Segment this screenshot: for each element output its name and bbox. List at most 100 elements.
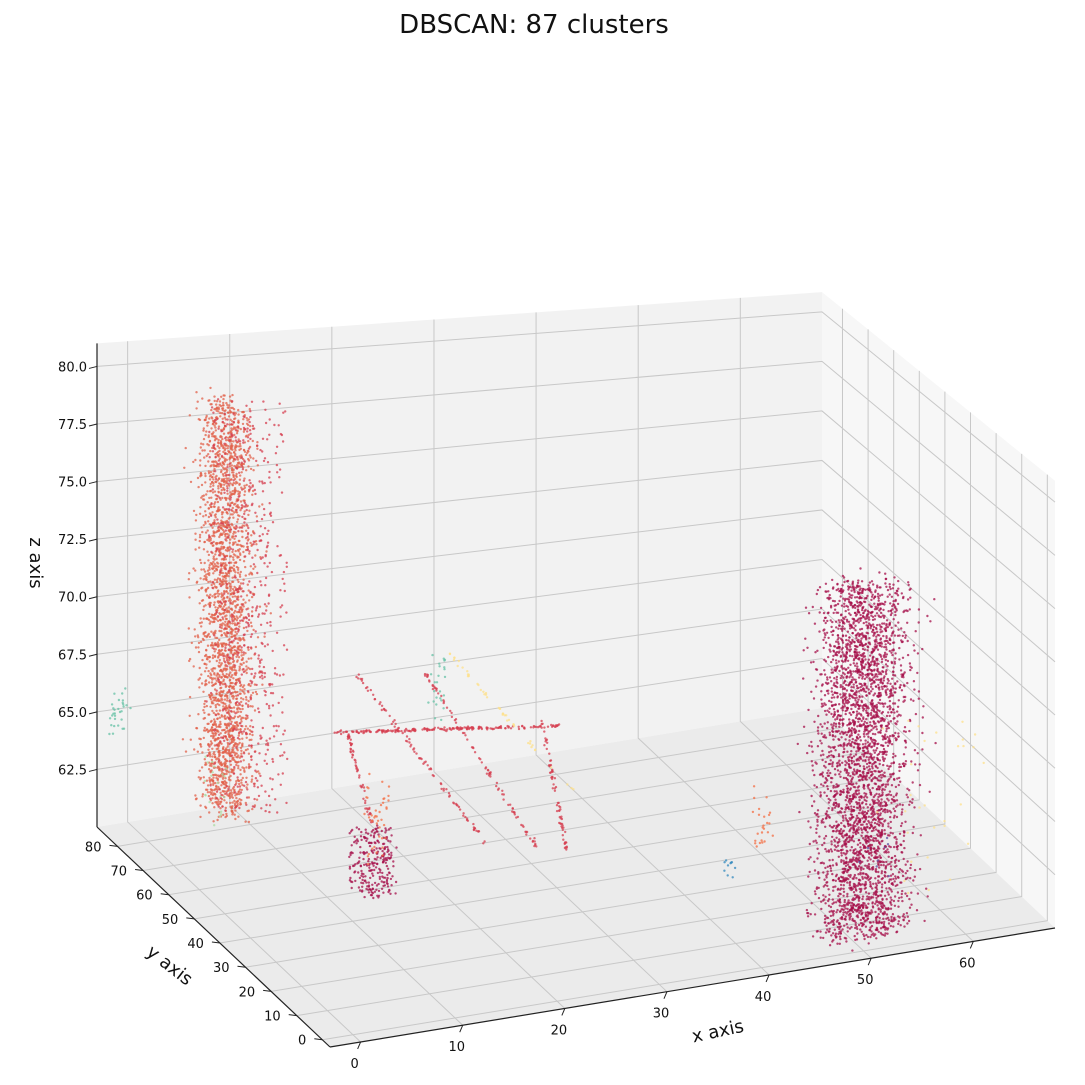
- data-point-s0-c0-509: [201, 498, 205, 501]
- data-point-s0-c0-1975: [207, 460, 210, 463]
- data-point-s0-c0-1493: [220, 443, 223, 446]
- data-point-s0-c0-1057: [230, 652, 233, 655]
- data-point-s1-c0-2168: [880, 673, 883, 676]
- data-point-s0-c0-842: [258, 505, 261, 508]
- data-point-s1-c0-2518: [849, 813, 853, 816]
- data-point-s0-c0-2153: [221, 404, 225, 407]
- data-point-s1-c0-1013: [883, 874, 886, 877]
- data-point-s1-c0-1643: [847, 763, 850, 766]
- data-point-s0-c0-1098: [238, 558, 242, 562]
- data-point-s1-c0-2421: [835, 626, 838, 629]
- data-point-s0-c0-1110: [249, 541, 252, 545]
- data-point-s0-c0-1662: [247, 450, 250, 453]
- data-point-s0-c0-2161: [243, 450, 247, 453]
- data-point-s0-c0-1862: [226, 587, 229, 590]
- z-gridline-7: [96, 311, 1056, 503]
- data-point-s0-c0-1725: [233, 595, 237, 598]
- data-point-s0-c0-1625: [240, 610, 244, 613]
- data-point-s0-c0-2355: [212, 776, 215, 779]
- data-point-s1-c0-1869: [843, 917, 846, 921]
- data-point-s1-c0-586: [855, 814, 859, 817]
- z-gridline-6: [96, 360, 1056, 556]
- data-point-s0-c0-1607: [242, 462, 246, 466]
- data-point-s0-c0-1765: [240, 486, 243, 489]
- data-point-s0-c0-2279: [220, 594, 224, 597]
- data-point-s1-c0-538: [840, 604, 844, 607]
- data-point-s1-c0-2263: [863, 682, 866, 685]
- data-point-s1-c0-1726: [889, 924, 892, 928]
- data-point-s0-c0-1886: [239, 474, 242, 477]
- data-point-s0-c0-240: [221, 417, 224, 420]
- data-point-s0-c0-1507: [222, 562, 225, 565]
- data-point-s1-c0-2040: [867, 688, 870, 691]
- data-point-s0-c0-303: [265, 605, 268, 608]
- data-point-s1-c0-1682: [827, 899, 830, 903]
- data-point-s1-c0-815: [846, 579, 850, 583]
- data-point-s0-c0-1244: [210, 613, 214, 616]
- data-point-s0-c0-1677: [236, 617, 239, 620]
- data-point-s0-c0-916: [237, 764, 240, 768]
- data-point-s0-c0-996: [218, 523, 221, 526]
- data-point-s0-c0-858: [244, 820, 247, 823]
- data-point-s0-c0-1379: [207, 453, 210, 456]
- data-point-s0-c0-1444: [243, 493, 246, 497]
- data-point-s1-c0-621: [828, 648, 831, 651]
- data-point-s0-c0-885: [245, 529, 248, 532]
- data-point-s0-c0-482: [214, 648, 217, 651]
- data-point-s0-c0-1360: [198, 533, 202, 537]
- data-point-s1-c0-971: [862, 717, 865, 721]
- data-point-s0-c0-40: [238, 575, 242, 578]
- data-point-s0-c0-160: [214, 429, 217, 432]
- data-point-s0-c0-1946: [209, 788, 213, 791]
- data-point-s1-c0-664: [875, 900, 878, 904]
- data-point-s1-c0-1900: [882, 933, 885, 937]
- data-point-s1-c0-1550: [833, 767, 837, 771]
- data-point-s1-c0-2291: [894, 877, 898, 880]
- y-gridline-1: [296, 453, 1023, 1017]
- data-point-s1-c0-1966: [844, 634, 848, 637]
- data-point-s0-c0-1025: [222, 480, 226, 484]
- data-point-s0-c0-1153: [255, 515, 258, 518]
- data-point-s1-c0-2104: [826, 881, 829, 884]
- data-point-s1-c0-565: [898, 634, 901, 637]
- data-point-s0-c0-1344: [203, 574, 206, 578]
- data-point-s0-c0-1303: [183, 466, 186, 469]
- data-point-s0-c0-72: [187, 627, 190, 630]
- data-point-s1-c0-857: [857, 789, 860, 792]
- data-point-s0-c0-226: [234, 630, 237, 634]
- data-point-s1-c0-2463: [841, 685, 844, 688]
- y-gridline-3: [245, 412, 972, 968]
- data-point-s0-c0-2281: [212, 779, 215, 783]
- data-point-s0-c0-827: [217, 485, 220, 488]
- data-point-s1-c0-126: [808, 744, 811, 747]
- data-point-s1-c0-2054: [834, 885, 837, 888]
- data-point-s1-c0-1453: [838, 599, 841, 603]
- data-point-s0-c0-404: [233, 715, 237, 718]
- data-point-s0-c0-237: [235, 472, 238, 476]
- data-point-s0-c0-1425: [231, 724, 235, 727]
- data-point-s1-c0-598: [896, 602, 900, 606]
- data-point-s0-c0-1758: [214, 801, 217, 804]
- x-gridline-1: [229, 334, 464, 1026]
- data-point-s0-c0-976: [224, 806, 227, 810]
- data-point-s0-c0-1401: [225, 564, 228, 567]
- data-point-s1-c0-2227: [819, 739, 822, 742]
- data-point-s0-c0-1749: [211, 567, 214, 571]
- data-point-s0-c0-2112: [207, 693, 211, 697]
- data-point-s1-c0-2087: [878, 623, 881, 626]
- data-point-s0-c0-367: [197, 589, 201, 592]
- data-point-s1-c0-1485: [836, 638, 839, 641]
- data-point-s0-c0-2288: [223, 575, 226, 579]
- data-point-s0-c0-1941: [195, 513, 198, 517]
- data-point-s0-c0-2037: [233, 649, 236, 652]
- data-point-s1-c0-1553: [888, 809, 891, 813]
- data-point-s0-c0-2328: [219, 618, 222, 622]
- data-point-s0-c0-1665: [218, 508, 221, 512]
- data-point-s0-c0-2067: [220, 412, 224, 415]
- data-point-s0-c0-2313: [220, 623, 223, 626]
- data-point-s0-c0-1279: [229, 805, 232, 809]
- data-point-s0-c0-894: [202, 608, 205, 612]
- data-point-s0-c0-2162: [217, 477, 221, 480]
- data-point-s1-c0-1206: [876, 648, 880, 651]
- data-point-s0-c0-2290: [219, 720, 222, 724]
